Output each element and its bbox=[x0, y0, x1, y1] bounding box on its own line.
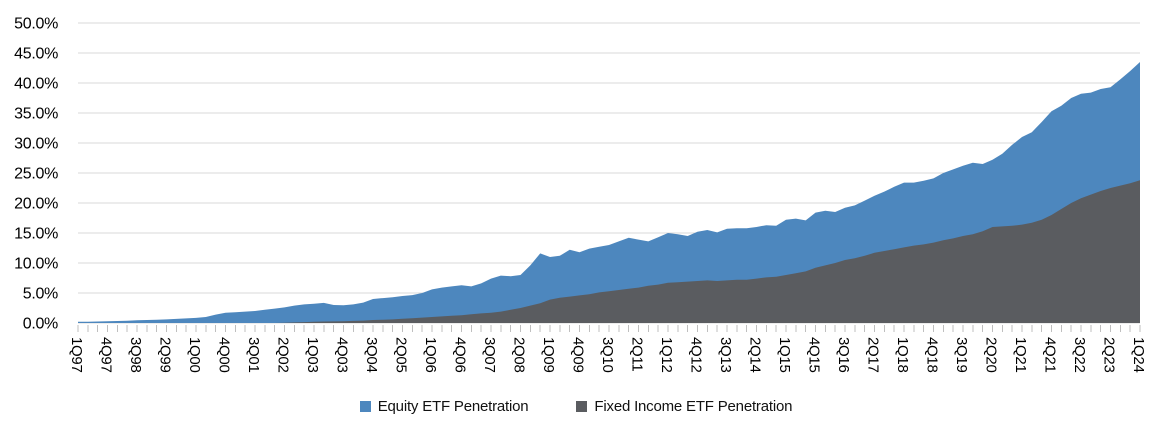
area-fixed-income bbox=[78, 180, 1140, 323]
x-tick-label: 2Q02 bbox=[275, 337, 292, 373]
y-tick-label: 40.0% bbox=[14, 76, 58, 93]
x-tick-label: 2Q17 bbox=[865, 337, 882, 373]
x-tick-label: 3Q04 bbox=[363, 337, 380, 373]
x-tick-label: 4Q18 bbox=[924, 337, 941, 373]
x-tick-label: 1Q97 bbox=[68, 337, 85, 373]
y-tick-label: 30.0% bbox=[14, 136, 58, 153]
y-tick-label: 5.0% bbox=[23, 286, 58, 303]
x-tick-label: 1Q24 bbox=[1130, 337, 1147, 373]
x-tick-label: 3Q16 bbox=[835, 337, 852, 373]
legend-swatch-fixed-income-icon bbox=[576, 401, 588, 412]
x-tick-label: 4Q97 bbox=[98, 337, 115, 373]
x-tick-label: 3Q22 bbox=[1071, 337, 1088, 373]
x-tick-label: 2Q23 bbox=[1101, 337, 1118, 373]
y-tick-label: 45.0% bbox=[14, 46, 58, 63]
x-tick-label: 3Q13 bbox=[717, 337, 734, 373]
x-tick-label: 4Q12 bbox=[688, 337, 705, 373]
legend-label-fixed-income: Fixed Income ETF Penetration bbox=[594, 398, 793, 415]
x-tick-label: 4Q09 bbox=[570, 337, 587, 373]
y-tick-label: 10.0% bbox=[14, 256, 58, 273]
legend-item-fixed-income: Fixed Income ETF Penetration bbox=[576, 398, 792, 415]
x-tick-label: 3Q10 bbox=[599, 337, 616, 373]
y-tick-label: 15.0% bbox=[14, 226, 58, 243]
x-tick-label: 2Q14 bbox=[747, 337, 764, 373]
y-tick-label: 50.0% bbox=[14, 16, 58, 33]
x-tick-label: 4Q21 bbox=[1042, 337, 1059, 373]
x-tick-label: 1Q03 bbox=[304, 337, 321, 373]
x-tick-label: 1Q15 bbox=[776, 337, 793, 373]
x-tick-label: 3Q01 bbox=[245, 337, 262, 373]
x-tick-label: 1Q09 bbox=[540, 337, 557, 373]
x-tick-label: 1Q06 bbox=[422, 337, 439, 373]
x-tick-label: 1Q18 bbox=[894, 337, 911, 373]
x-tick-label: 2Q11 bbox=[629, 337, 646, 371]
x-tick-label: 2Q20 bbox=[983, 337, 1000, 373]
x-tick-label: 1Q12 bbox=[658, 337, 675, 373]
y-tick-label: 35.0% bbox=[14, 106, 58, 123]
x-tick-label: 4Q06 bbox=[452, 337, 469, 373]
legend-swatch-equity-icon bbox=[359, 401, 371, 412]
x-tick-label: 1Q00 bbox=[186, 337, 203, 373]
legend-item-equity: Equity ETF Penetration bbox=[359, 398, 529, 415]
x-tick-label: 2Q08 bbox=[511, 337, 528, 373]
y-tick-label: 20.0% bbox=[14, 196, 58, 213]
x-tick-label: 1Q21 bbox=[1012, 337, 1029, 373]
chart-legend: Equity ETF Penetration Fixed Income ETF … bbox=[0, 398, 1152, 415]
x-tick-label: 3Q98 bbox=[127, 337, 144, 373]
x-tick-label: 4Q03 bbox=[334, 337, 351, 373]
y-tick-label: 25.0% bbox=[14, 166, 58, 183]
x-tick-label: 2Q05 bbox=[393, 337, 410, 373]
x-tick-label: 3Q07 bbox=[481, 337, 498, 373]
y-tick-label: 0.0% bbox=[23, 316, 58, 333]
x-tick-label: 2Q99 bbox=[157, 337, 174, 373]
x-tick-label: 4Q15 bbox=[806, 337, 823, 373]
etf-penetration-area-chart: 0.0% 5.0% 10.0% 15.0% 20.0% 25.0% 30.0% 35.0% 40… bbox=[14, 16, 1147, 373]
x-tick-label: 4Q00 bbox=[216, 337, 233, 373]
legend-label-equity: Equity ETF Penetration bbox=[377, 398, 529, 415]
x-tick-label: 3Q19 bbox=[953, 337, 970, 373]
